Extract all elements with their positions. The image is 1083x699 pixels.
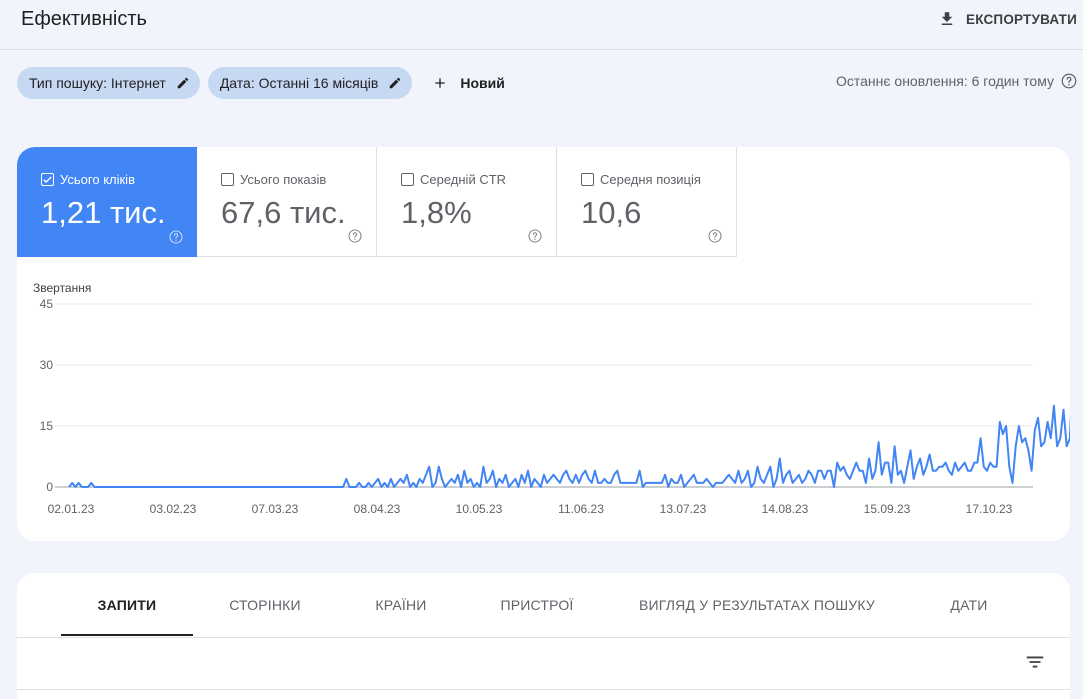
series-line — [68, 404, 1070, 488]
dimensions-card: ЗАПИТИ СТОРІНКИ КРАЇНИ ПРИСТРОЇ ВИГЛЯД У… — [17, 573, 1070, 699]
tab-dates[interactable]: ДАТИ — [950, 597, 988, 613]
pencil-icon — [390, 77, 401, 89]
line-chart: Звертання 0 15 30 45 02.01.23 03.02.23 07.03.… — [33, 281, 1070, 516]
help-icon[interactable] — [347, 228, 363, 244]
new-filter-button[interactable]: Новий — [432, 75, 505, 91]
clicks-chart: Звертання 0 15 30 45 02.01.23 03.02.23 07.03.… — [17, 272, 1070, 541]
filter-bar: Тип пошуку: Інтернет Дата: Останні 16 мі… — [17, 67, 505, 99]
export-label: ЕКСПОРТУВАТИ — [966, 11, 1077, 27]
performance-card: Усього кліків 1,21 тис. Усього показів 6… — [17, 147, 1070, 541]
metric-average-ctr[interactable]: Середній CTR 1,8% — [377, 147, 557, 257]
y-tick-label: 30 — [40, 358, 54, 372]
help-icon[interactable] — [707, 228, 723, 244]
x-tick-label: 10.05.23 — [456, 502, 503, 516]
divider — [17, 689, 1070, 690]
help-icon[interactable] — [527, 228, 543, 244]
last-update-text: Останнє оновлення: 6 годин тому — [835, 73, 1054, 89]
tab-devices[interactable]: ПРИСТРОЇ — [500, 597, 574, 613]
divider — [17, 637, 1070, 638]
tab-search-appearance[interactable]: ВИГЛЯД У РЕЗУЛЬТАТАХ ПОШУКУ — [639, 597, 875, 613]
metric-average-position[interactable]: Середня позиція 10,6 — [557, 147, 737, 257]
metric-total-impressions[interactable]: Усього показів 67,6 тис. — [197, 147, 377, 257]
metric-label: Середня позиція — [600, 172, 701, 187]
checkbox-icon — [221, 173, 234, 186]
metric-label: Усього показів — [240, 172, 327, 187]
filter-list-icon[interactable] — [1024, 651, 1046, 673]
metric-label: Усього кліків — [60, 172, 135, 187]
tab-pages[interactable]: СТОРІНКИ — [229, 597, 301, 613]
page-title: Ефективність — [21, 8, 147, 30]
new-filter-label: Новий — [460, 75, 505, 91]
active-tab-indicator — [61, 634, 193, 636]
x-tick-label: 13.07.23 — [660, 502, 707, 516]
metric-value: 10,6 — [581, 195, 642, 230]
chip-label: Дата: Останні 16 місяців — [219, 75, 379, 91]
filter-chip-search-type[interactable]: Тип пошуку: Інтернет — [17, 67, 200, 99]
chip-label: Тип пошуку: Інтернет — [29, 75, 166, 91]
x-tick-label: 11.06.23 — [558, 502, 604, 516]
checkbox-checked-icon — [41, 173, 54, 186]
y-tick-label: 0 — [46, 480, 53, 494]
metric-value: 1,8% — [401, 195, 472, 230]
x-tick-label: 14.08.23 — [762, 502, 809, 516]
x-tick-label: 15.09.23 — [864, 502, 911, 516]
last-update: Останнє оновлення: 6 годин тому — [836, 72, 1078, 90]
y-axis-label: Звертання — [33, 281, 91, 295]
x-tick-label: 02.01.23 — [48, 502, 95, 516]
checkbox-icon — [581, 173, 594, 186]
x-tick-label: 17.10.23 — [966, 502, 1013, 516]
metric-value: 1,21 тис. — [41, 195, 166, 230]
help-icon[interactable] — [168, 229, 184, 245]
x-tick-label: 03.02.23 — [150, 502, 197, 516]
y-tick-label: 45 — [40, 297, 54, 311]
tab-queries[interactable]: ЗАПИТИ — [97, 597, 157, 613]
checkbox-icon — [401, 173, 414, 186]
page-header: Ефективність ЕКСПОРТУВАТИ — [0, 0, 1083, 50]
x-tick-label: 07.03.23 — [252, 502, 299, 516]
filter-chip-date[interactable]: Дата: Останні 16 місяців — [207, 67, 413, 99]
tab-countries[interactable]: КРАЇНИ — [375, 597, 427, 613]
plus-icon — [435, 78, 446, 88]
y-tick-label: 15 — [40, 419, 54, 433]
metric-label: Середній CTR — [420, 172, 507, 187]
metric-total-clicks[interactable]: Усього кліків 1,21 тис. — [17, 147, 197, 257]
download-icon — [941, 12, 953, 25]
x-tick-label: 08.04.23 — [354, 502, 401, 516]
pencil-icon — [177, 77, 189, 89]
help-icon[interactable] — [1060, 72, 1078, 90]
export-button[interactable]: ЕКСПОРТУВАТИ — [938, 6, 1077, 32]
metric-value: 67,6 тис. — [221, 195, 346, 230]
